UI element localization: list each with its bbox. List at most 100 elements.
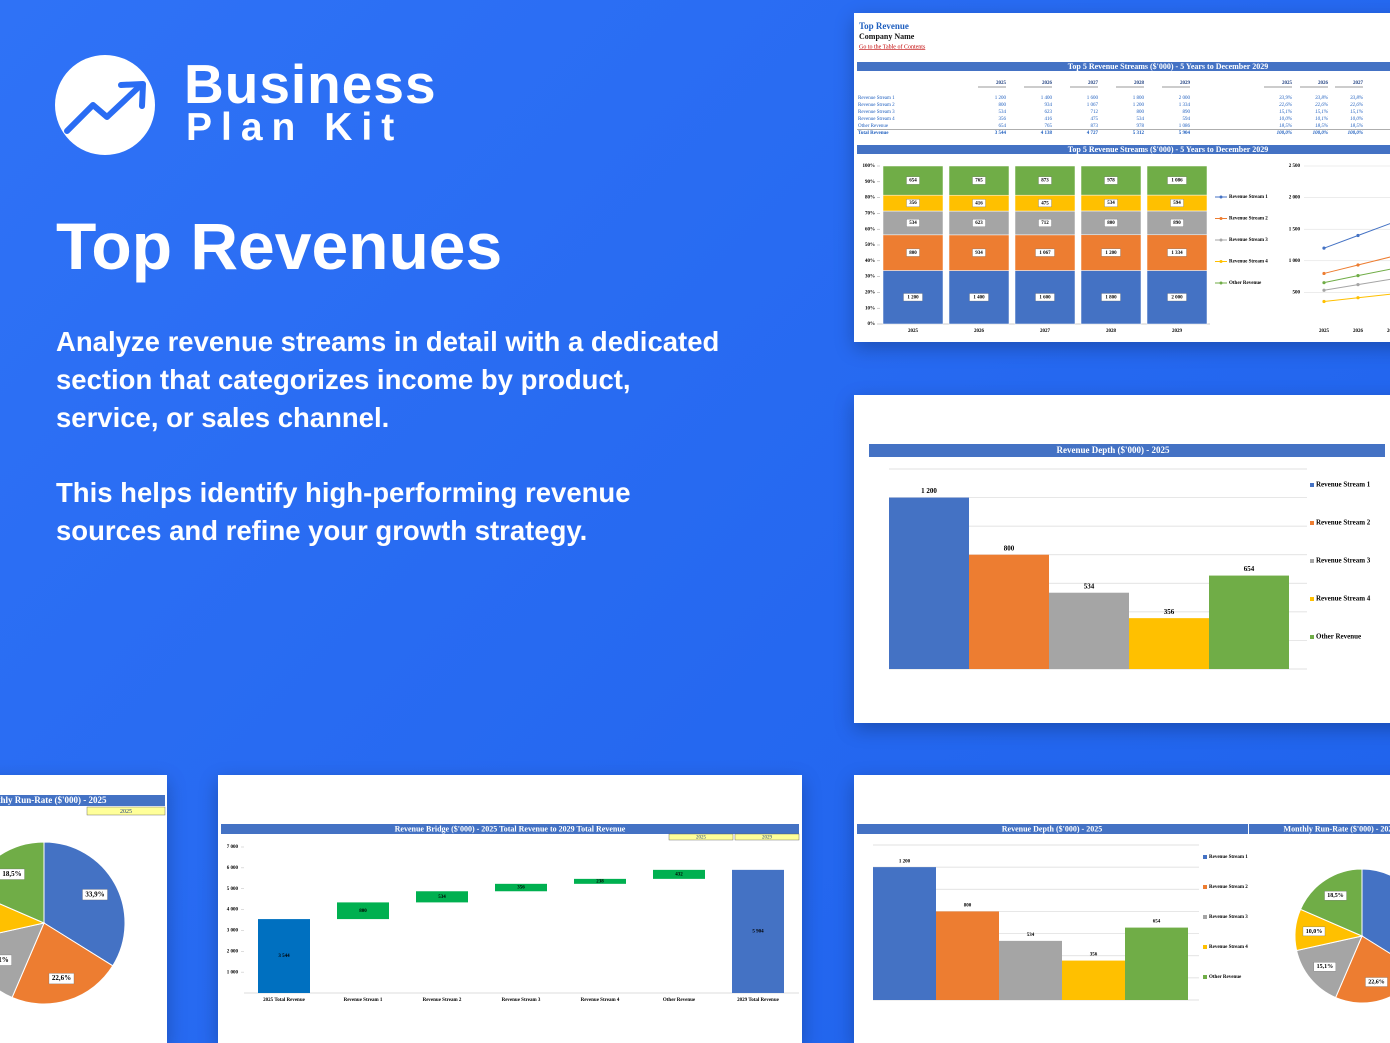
y-tick-label: 2 500: [1289, 164, 1301, 169]
y-tick-label: 100%: [863, 164, 876, 169]
value-label: 1 800: [1105, 295, 1117, 300]
cell: 15,1%: [1315, 110, 1328, 115]
cell: 22,6%: [1350, 103, 1363, 108]
value-label: 10,0%: [1306, 929, 1323, 935]
x-tick-label: Revenue Stream 2: [423, 998, 462, 1003]
cell: 18,5%: [1315, 124, 1328, 129]
legend-swatch: [1203, 975, 1207, 979]
bar: [258, 919, 310, 993]
cell: 654: [999, 124, 1007, 129]
cell: 100,0%: [1313, 131, 1328, 136]
x-tick-label: Revenue Stream 4: [581, 998, 620, 1003]
cell: 800: [999, 103, 1007, 108]
x-tick-label: 2026: [974, 329, 985, 334]
bar: [574, 878, 626, 884]
cell: 890: [1183, 110, 1191, 115]
legend-swatch: [1203, 945, 1207, 949]
bar: [1062, 960, 1125, 1000]
label-box: [972, 176, 986, 185]
legend-label: Revenue Stream 1: [1229, 195, 1268, 200]
y-tick-label: 40%: [865, 259, 875, 264]
depth-panel: Revenue Depth ($'000) - 2025 1 200 Revenue…: [854, 395, 1390, 723]
value-label: 475: [1041, 201, 1049, 206]
cell: 2 000: [1179, 96, 1191, 101]
value-label: 800: [909, 251, 917, 256]
legend-label: Revenue Stream 4: [1229, 260, 1268, 265]
legend-swatch: [1203, 855, 1207, 859]
value-label: 934: [975, 251, 983, 256]
label-box: [906, 219, 920, 227]
bar: [1125, 927, 1188, 1000]
bar: [889, 497, 969, 669]
value-label: 534: [438, 895, 446, 900]
title-bar: [857, 145, 1390, 154]
table-title: Top 5 Revenue Streams ($'000) - 5 Years …: [1068, 62, 1268, 71]
pie-slice: [0, 841, 45, 924]
cell: 33,8%: [1315, 96, 1328, 101]
label-box: [1324, 891, 1347, 901]
pie-slice: [0, 903, 46, 934]
heading: Top Revenues: [56, 209, 503, 283]
legend-swatch: [1310, 597, 1314, 601]
legend-marker: [1219, 217, 1223, 220]
label-box: [906, 176, 920, 185]
row-label: Revenue Stream 2: [858, 103, 895, 108]
value-label: 623: [975, 221, 983, 226]
value-label: 1 086: [1171, 179, 1183, 184]
y-tick-label: 2 000: [227, 949, 239, 954]
cell: 534: [1137, 117, 1145, 122]
legend-label: Other Revenue: [1229, 281, 1262, 286]
x-tick-label: 2025: [908, 329, 919, 334]
label-box: [969, 293, 989, 302]
value-label: 2 000: [1171, 295, 1183, 300]
cell: 1 200: [995, 96, 1007, 101]
logo: [55, 55, 155, 155]
bar: [936, 911, 999, 1000]
cell: 1 400: [1041, 96, 1053, 101]
y-tick-label: 10%: [865, 306, 875, 311]
cell: 15,1%: [1279, 110, 1292, 115]
legend-label: Revenue Stream 4: [1316, 595, 1371, 603]
chart-title: Revenue Depth ($'000) - 2025: [1002, 824, 1102, 833]
cell: 800: [1137, 110, 1145, 115]
label-box: [903, 293, 923, 302]
chart-title: Revenue Depth ($'000) - 2025: [1057, 445, 1170, 455]
column-header: 2029: [1180, 81, 1191, 86]
value-label: 534: [1107, 201, 1115, 206]
label-box: [1035, 248, 1055, 257]
row-label: Total Revenue: [858, 131, 889, 136]
cell: 33,8%: [1350, 96, 1363, 101]
label-box: [972, 248, 986, 257]
value-label: 534: [1084, 582, 1095, 590]
bar: [999, 940, 1062, 1000]
x-tick-label: Revenue Stream 3: [502, 998, 541, 1003]
y-tick-label: 1 500: [1289, 227, 1301, 232]
x-tick-label: 2029 Total Revenue: [737, 998, 779, 1003]
legend-label: Other Revenue: [1209, 975, 1242, 980]
label-box: [1104, 199, 1118, 207]
column-header: 2027: [1088, 81, 1099, 86]
label-box: [1038, 176, 1052, 185]
title-bar: [0, 795, 165, 806]
label-box: [1167, 293, 1187, 302]
pie-slice: [43, 841, 126, 967]
value-label: 15,1%: [1317, 964, 1334, 970]
cell: 10,0%: [1279, 117, 1292, 122]
point: [1356, 263, 1360, 267]
bar: [653, 869, 705, 879]
x-tick-label: 2026: [1353, 329, 1364, 334]
value-label: 800: [359, 909, 367, 914]
y-tick-label: 90%: [865, 180, 875, 185]
value-label: 22,6%: [1368, 979, 1385, 985]
title-bar: [1249, 824, 1390, 834]
bar: [873, 867, 936, 1000]
cell: 712: [1091, 110, 1099, 115]
bar: [732, 869, 784, 993]
cell: 978: [1137, 124, 1145, 129]
legend-label: Revenue Stream 3: [1316, 557, 1371, 565]
cell: 15,1%: [1350, 110, 1363, 115]
y-tick-label: 0%: [868, 322, 876, 327]
cell: 475: [1091, 117, 1099, 122]
legend-label: Revenue Stream 3: [1209, 915, 1248, 920]
